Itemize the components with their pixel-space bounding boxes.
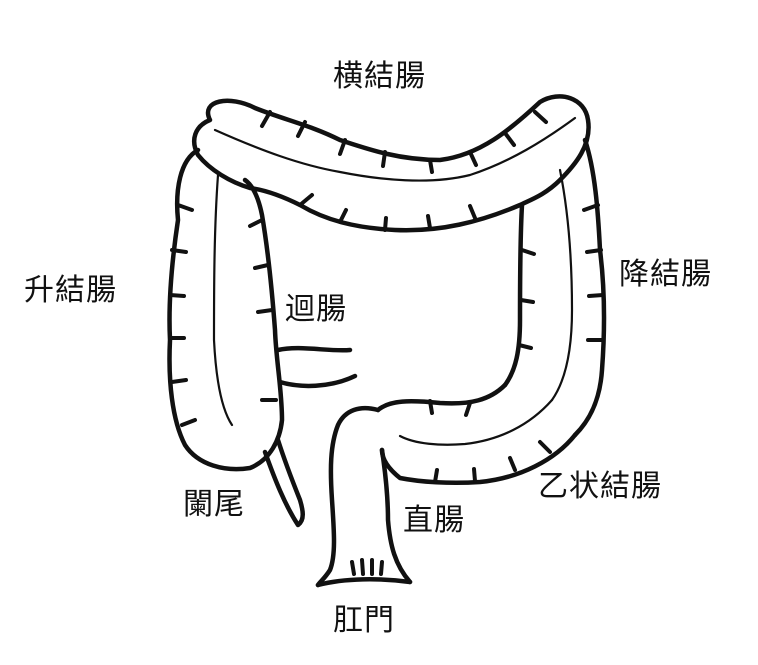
ileum-shape xyxy=(275,345,358,389)
sigmoid-colon-shape xyxy=(375,382,578,486)
label-ileum: 迴腸 xyxy=(285,292,347,327)
descending-colon-shape xyxy=(502,137,607,438)
label-ascending-colon: 升結腸 xyxy=(24,273,117,308)
label-descending-colon: 降結腸 xyxy=(619,257,712,292)
label-anus: 肛門 xyxy=(333,603,395,638)
ascending-colon-shape xyxy=(167,147,285,472)
label-appendix: 闌尾 xyxy=(183,487,245,522)
transverse-colon-shape xyxy=(192,94,591,233)
appendix-shape xyxy=(262,437,305,528)
rectum-shape xyxy=(315,405,413,588)
label-rectum: 直腸 xyxy=(403,503,465,538)
label-transverse-colon: 横結腸 xyxy=(333,59,426,94)
label-sigmoid-colon: 乙状結腸 xyxy=(538,469,662,504)
